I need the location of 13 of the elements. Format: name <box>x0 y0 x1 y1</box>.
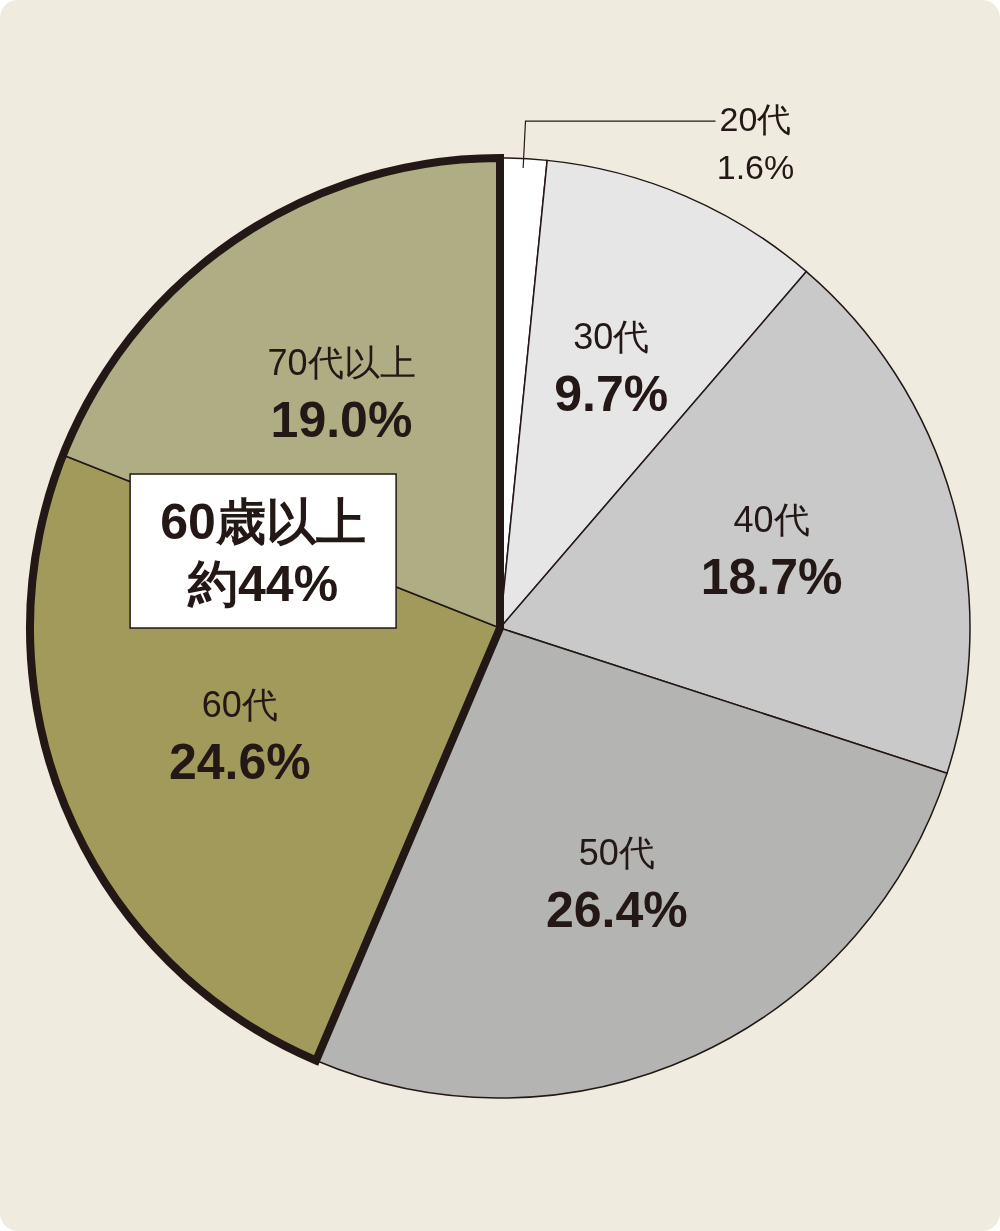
data-label: 26.4% <box>545 881 688 938</box>
slice-label: 30代 <box>573 315 650 357</box>
data-label: 1.6% <box>716 148 795 187</box>
annotation: 60歳以上 約44% <box>129 473 397 629</box>
slice-label: 20代 <box>719 100 792 139</box>
data-label: 19.0% <box>270 391 413 448</box>
data-label: 18.7% <box>700 548 843 605</box>
slice-label: 40代 <box>733 498 810 540</box>
slice-label: 60代 <box>201 683 278 725</box>
slice-label: 50代 <box>578 831 655 873</box>
data-label: 24.6% <box>168 733 311 790</box>
slice-label: 70代以上 <box>267 341 416 383</box>
data-label: 9.7% <box>554 365 669 422</box>
